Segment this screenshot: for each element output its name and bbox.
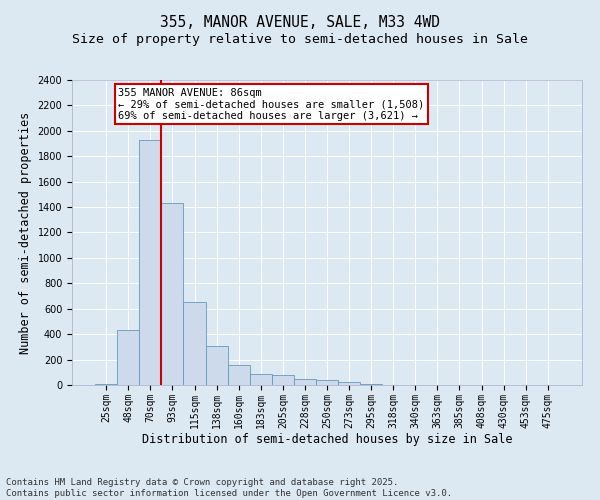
Bar [338,382,360,385]
Bar [250,374,272,385]
Bar [206,346,227,385]
Bar [360,384,382,385]
Bar [316,380,338,385]
Bar [184,302,206,385]
Bar [139,140,161,385]
Bar [294,378,316,385]
Bar [272,375,294,385]
Text: Contains HM Land Registry data © Crown copyright and database right 2025.
Contai: Contains HM Land Registry data © Crown c… [6,478,452,498]
Bar [95,384,117,385]
Text: Size of property relative to semi-detached houses in Sale: Size of property relative to semi-detach… [72,32,528,46]
Bar [161,204,184,385]
Bar [117,330,139,385]
Y-axis label: Number of semi-detached properties: Number of semi-detached properties [19,112,32,354]
Text: 355 MANOR AVENUE: 86sqm
← 29% of semi-detached houses are smaller (1,508)
69% of: 355 MANOR AVENUE: 86sqm ← 29% of semi-de… [118,88,425,121]
Text: 355, MANOR AVENUE, SALE, M33 4WD: 355, MANOR AVENUE, SALE, M33 4WD [160,15,440,30]
Bar [227,364,250,385]
X-axis label: Distribution of semi-detached houses by size in Sale: Distribution of semi-detached houses by … [142,434,512,446]
